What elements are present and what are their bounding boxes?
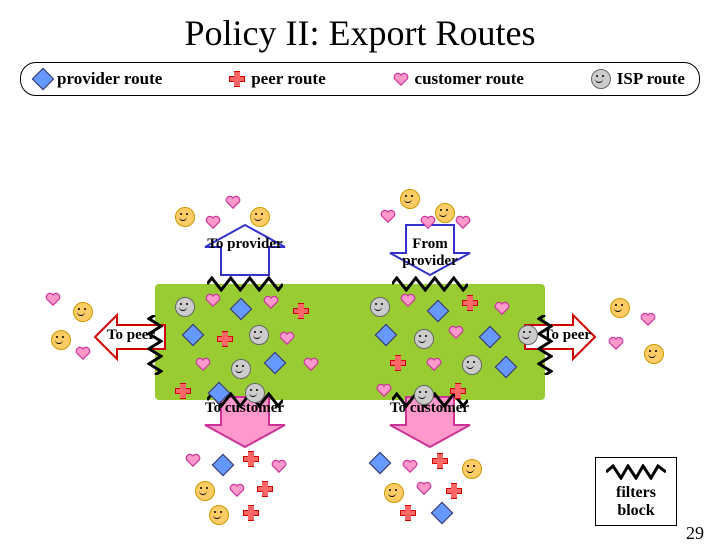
heart-icon [380, 209, 396, 223]
face-icon [518, 325, 538, 345]
diagram-stage: To providerFrom providerTo peerTo peerTo… [0, 102, 720, 522]
face-icon [462, 355, 482, 375]
zigzag-icon [537, 315, 553, 375]
cross-icon [390, 355, 406, 371]
face-icon [209, 505, 229, 525]
heart-icon [393, 72, 409, 86]
heart-icon [75, 346, 91, 360]
face-icon [249, 325, 269, 345]
cross-icon [446, 483, 462, 499]
heart-icon [376, 383, 392, 397]
heart-icon [45, 292, 61, 306]
cross-icon [462, 295, 478, 311]
heart-icon [455, 215, 471, 229]
diamond-icon [230, 298, 253, 321]
heart-icon [402, 459, 418, 473]
diamond-icon [431, 502, 454, 525]
heart-icon [303, 357, 319, 371]
face-icon [414, 329, 434, 349]
face-icon [462, 459, 482, 479]
face-icon [591, 69, 611, 89]
face-icon [245, 383, 265, 403]
heart-icon [229, 483, 245, 497]
cross-icon [400, 505, 416, 521]
cross-icon [432, 453, 448, 469]
zigzag-icon [392, 276, 468, 292]
face-icon [610, 298, 630, 318]
face-icon [175, 207, 195, 227]
legend-provider-label: provider route [57, 69, 162, 89]
legend-provider: provider route [35, 69, 162, 89]
diamond-icon [495, 356, 518, 379]
legend-peer-label: peer route [251, 69, 325, 89]
legend: provider route peer route customer route… [20, 62, 700, 96]
diamond-icon [264, 352, 287, 375]
heart-icon [420, 215, 436, 229]
face-icon [51, 330, 71, 350]
diamond-icon [182, 324, 205, 347]
heart-icon [205, 215, 221, 229]
cross-icon [243, 505, 259, 521]
face-icon [195, 481, 215, 501]
legend-isp-label: ISP route [617, 69, 685, 89]
heart-icon [271, 459, 287, 473]
diamond-icon [479, 326, 502, 349]
arrow-label: From provider [385, 236, 475, 269]
heart-icon [448, 325, 464, 339]
cross-icon [450, 383, 466, 399]
heart-icon [608, 336, 624, 350]
cross-icon [229, 71, 245, 87]
cross-icon [257, 481, 273, 497]
cross-icon [175, 383, 191, 399]
heart-icon [279, 331, 295, 345]
face-icon [400, 189, 420, 209]
zigzag-icon [606, 464, 666, 480]
diamond-icon [212, 454, 235, 477]
diamond-icon [427, 300, 450, 323]
heart-icon [416, 481, 432, 495]
filters-label: filtersblock [606, 484, 666, 519]
face-icon [231, 359, 251, 379]
heart-icon [205, 293, 221, 307]
face-icon [250, 207, 270, 227]
diamond-icon [369, 452, 392, 475]
diamond-icon [32, 68, 55, 91]
cross-icon [293, 303, 309, 319]
heart-icon [400, 293, 416, 307]
heart-icon [195, 357, 211, 371]
zigzag-icon [207, 276, 283, 292]
face-icon [73, 302, 93, 322]
arrow-label: To provider [200, 236, 290, 253]
heart-icon [263, 295, 279, 309]
zigzag-icon [147, 315, 163, 375]
heart-icon [185, 453, 201, 467]
diamond-icon [375, 324, 398, 347]
face-icon [414, 385, 434, 405]
legend-customer-label: customer route [415, 69, 524, 89]
legend-customer: customer route [393, 69, 524, 89]
face-icon [175, 297, 195, 317]
heart-icon [640, 312, 656, 326]
face-icon [644, 344, 664, 364]
face-icon [370, 297, 390, 317]
legend-isp: ISP route [591, 69, 685, 89]
cross-icon [217, 331, 233, 347]
face-icon [435, 203, 455, 223]
legend-peer: peer route [229, 69, 325, 89]
cross-icon [243, 451, 259, 467]
heart-icon [494, 301, 510, 315]
slide-number: 29 [686, 523, 704, 544]
heart-icon [225, 195, 241, 209]
page-title: Policy II: Export Routes [0, 12, 720, 54]
face-icon [384, 483, 404, 503]
heart-icon [426, 357, 442, 371]
filters-legend-box: filtersblock [595, 457, 677, 526]
diamond-icon [208, 382, 231, 405]
